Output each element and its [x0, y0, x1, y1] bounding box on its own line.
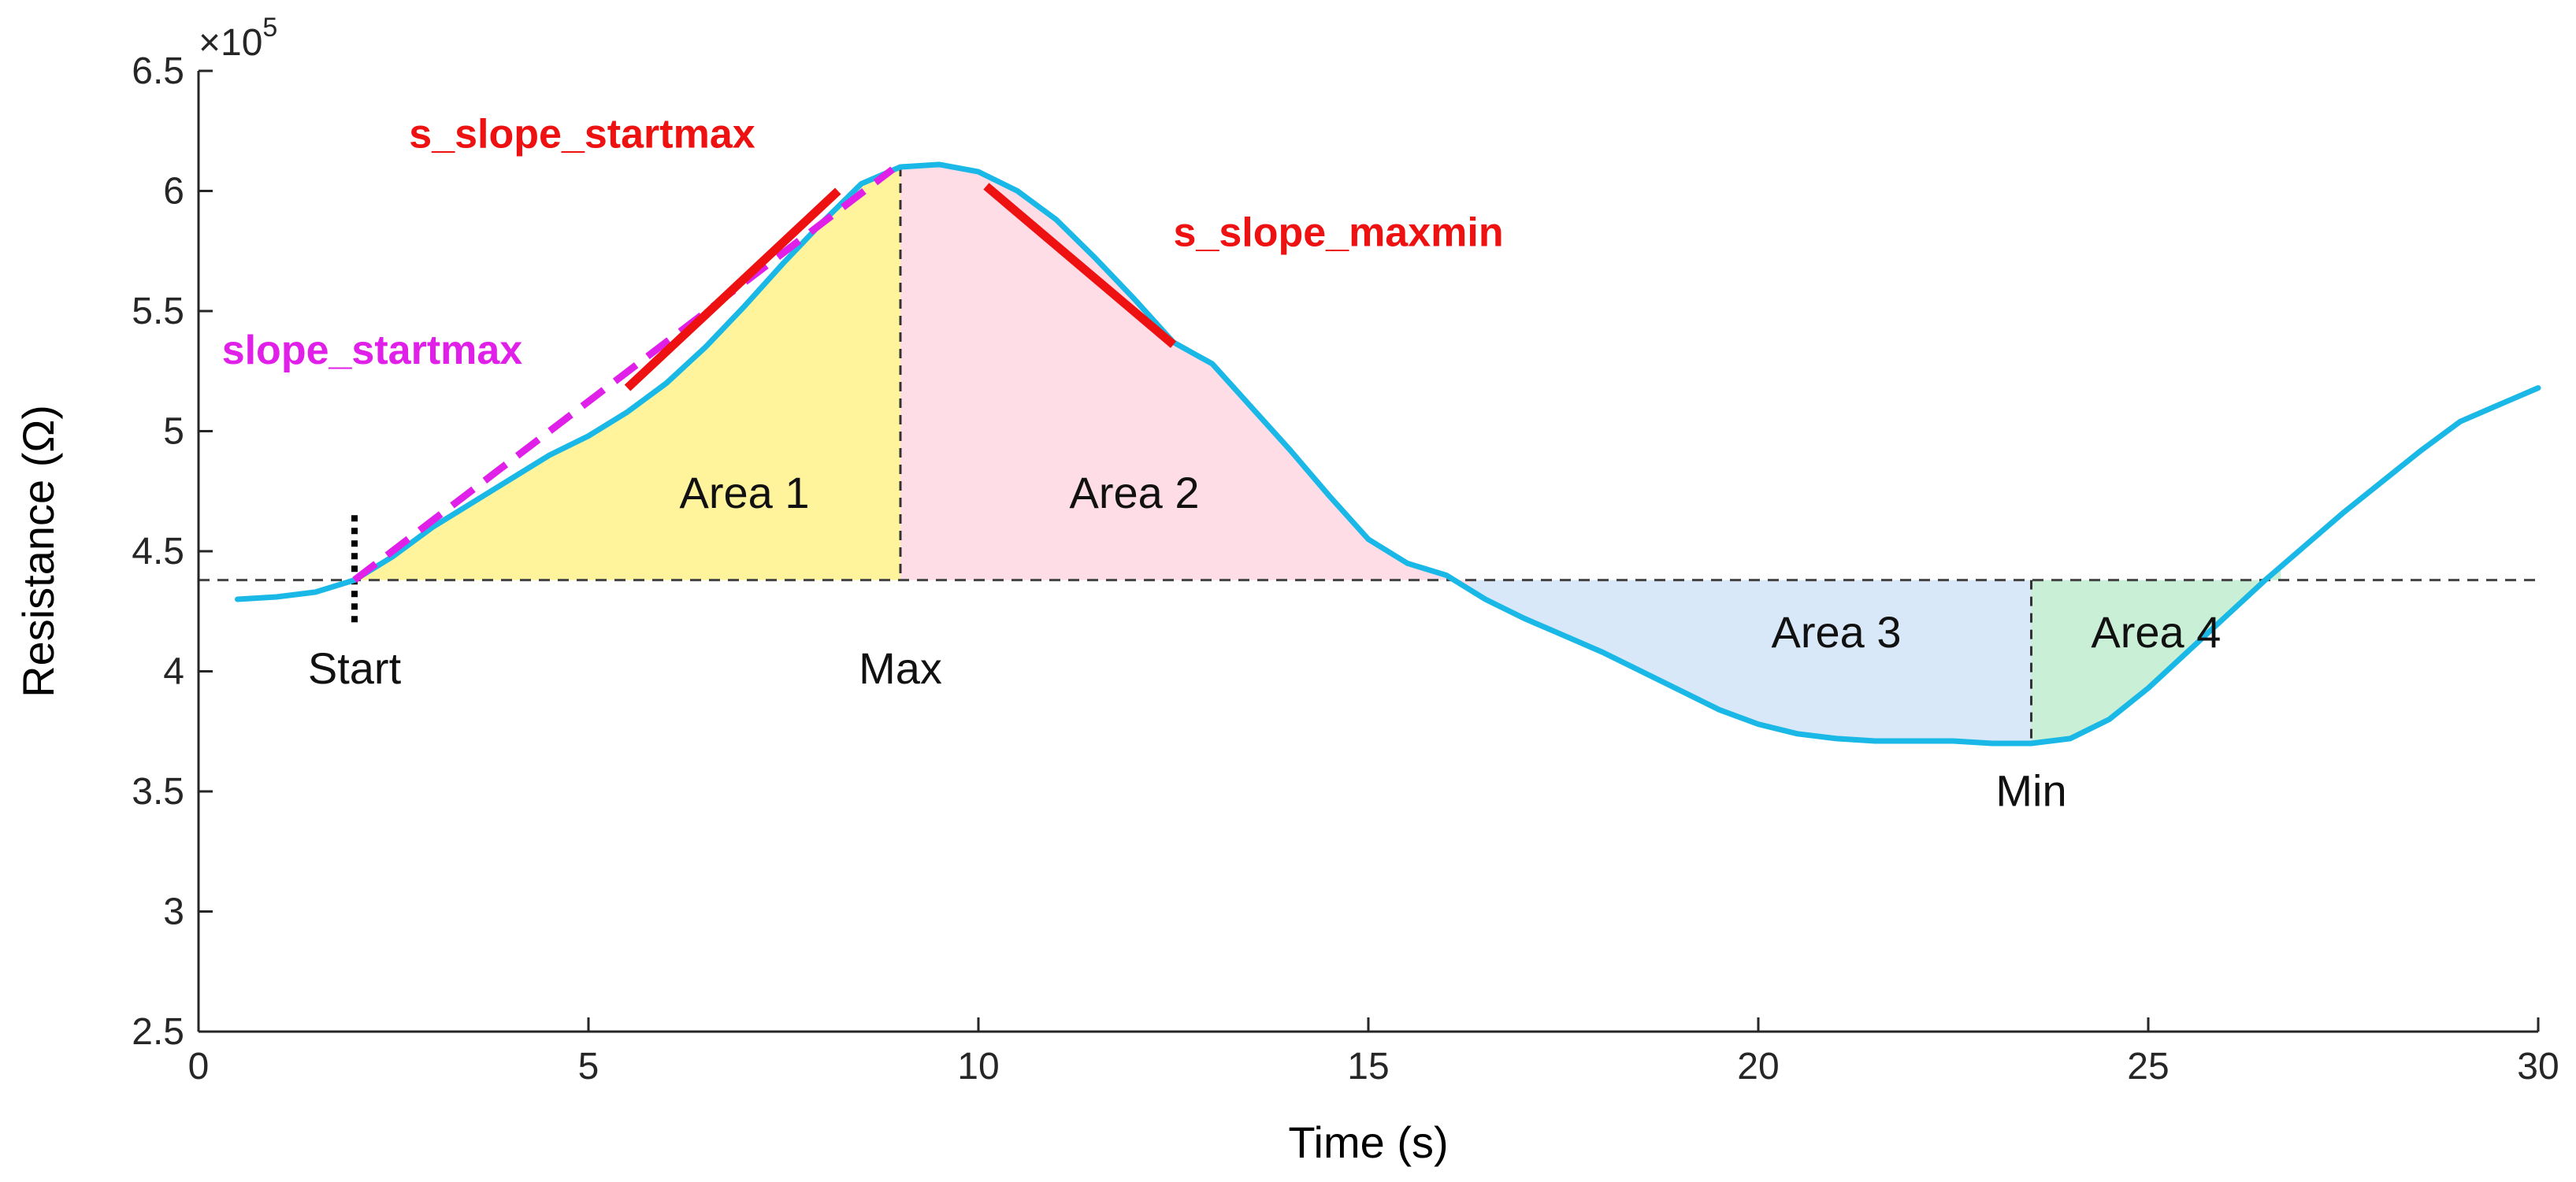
area-label-4: Area 4: [2091, 607, 2221, 657]
area-fill-1: [354, 167, 900, 580]
y-axis-title: Resistance (Ω): [13, 405, 63, 698]
area-fill-3: [1469, 580, 2032, 743]
area-fills: [354, 164, 2281, 743]
start-label: Start: [308, 643, 402, 693]
series-layer: [235, 161, 2541, 747]
y-tick-label-7: 6: [163, 171, 184, 213]
max-label: Max: [859, 643, 942, 693]
series-line-resistance: [235, 161, 2541, 747]
y-exponent-label: ×105: [199, 13, 277, 64]
y-tick-label-0: 2.5: [132, 1011, 184, 1053]
x-tick-label-6: 30: [2517, 1046, 2559, 1088]
min-label: Min: [1995, 765, 2066, 815]
y-tick-label-8: 6.5: [132, 50, 184, 92]
y-tick-label-4: 4.5: [132, 531, 184, 572]
y-tick-label-6: 5.5: [132, 291, 184, 332]
slope-label-slope-startmax: slope_startmax: [222, 328, 523, 373]
x-tick-label-0: 0: [188, 1046, 210, 1088]
slope-line-s-slope-maxmin: [983, 183, 1177, 348]
axes-layer: 0 5 10 15 20 25 302.533.544.555.566.5×105Time …: [13, 13, 2559, 1167]
y-tick-label-5: 5: [163, 411, 184, 453]
slopes-layer: [352, 166, 1177, 584]
labels-layer: Area 1 Area 2 Area 3 Area 4 Start Max Min slope…: [222, 112, 2222, 816]
x-tick-label-1: 5: [578, 1046, 599, 1088]
slope-label-s-slope-startmax: s_slope_startmax: [409, 112, 755, 157]
x-tick-label-5: 25: [2127, 1046, 2169, 1088]
y-tick-label-2: 3.5: [132, 771, 184, 813]
area-fill-4: [2031, 566, 2281, 743]
x-tick-label-3: 15: [1347, 1046, 1389, 1088]
y-exponent-base: ×10: [199, 22, 262, 64]
x-axis-title: Time (s): [1288, 1117, 1448, 1167]
slope-line-s-slope-startmax: [624, 187, 841, 391]
x-tick-label-2: 10: [957, 1046, 999, 1088]
x-tick-label-4: 20: [1737, 1046, 1779, 1088]
y-tick-label-1: 3: [163, 891, 184, 933]
slope-line-slope-startmax: [352, 166, 895, 584]
slope-label-s-slope-maxmin: s_slope_maxmin: [1174, 210, 1504, 256]
y-exponent-power: 5: [262, 13, 277, 43]
baseline-layer: [199, 167, 2538, 743]
area-label-1: Area 1: [680, 468, 810, 517]
y-tick-label-3: 4: [163, 651, 184, 693]
area-label-2: Area 2: [1070, 468, 1200, 517]
area-fill-2: [900, 164, 1470, 590]
area-label-3: Area 3: [1772, 607, 1902, 657]
